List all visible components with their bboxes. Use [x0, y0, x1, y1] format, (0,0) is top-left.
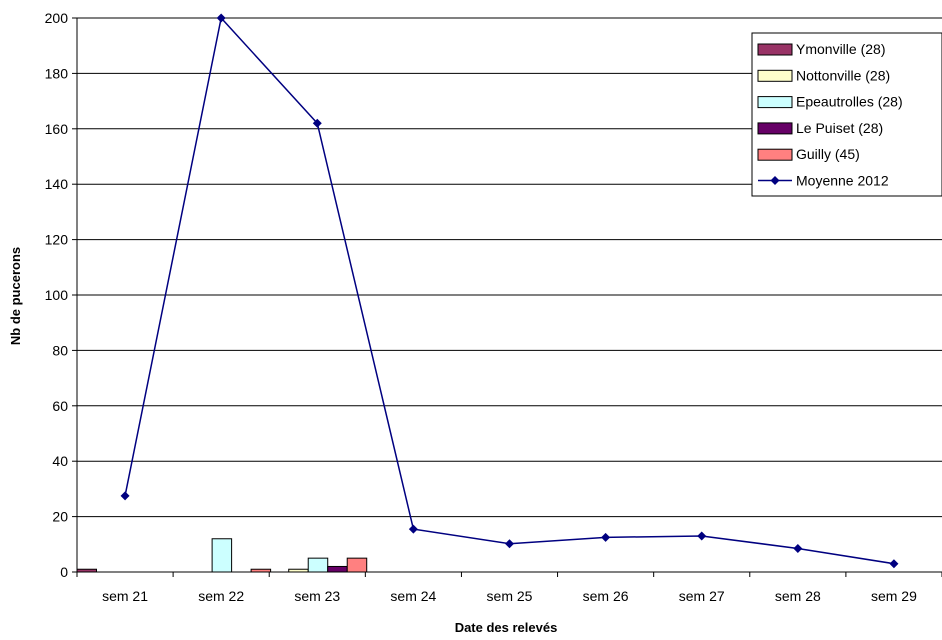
- x-tick-label: sem 22: [198, 588, 244, 604]
- legend-box: [751, 32, 942, 197]
- y-tick-label: 120: [45, 232, 69, 248]
- bar: [211, 538, 233, 573]
- data-point-marker: [216, 13, 226, 23]
- y-tick-label: 20: [52, 509, 68, 525]
- tick-labels: 0 20 40 60 80 100 120 140 160 180 200 sem 21 sem 22 s…: [45, 10, 917, 604]
- legend: Ymonville (28) Nottonville (28) Epeautroll…: [751, 32, 942, 197]
- x-tick-label: sem 21: [102, 588, 148, 604]
- y-tick-label: 0: [60, 564, 68, 580]
- y-tick-label: 160: [45, 121, 69, 137]
- gridlines: [77, 17, 942, 518]
- data-point-marker: [312, 118, 322, 128]
- bar: [346, 557, 368, 573]
- average-line: [120, 13, 899, 569]
- legend-label: Le Puiset (28): [796, 120, 883, 136]
- y-tick-label: 40: [52, 453, 68, 469]
- x-tick-label: sem 29: [871, 588, 917, 604]
- legend-swatch: [757, 148, 793, 161]
- legend-swatch: [757, 69, 793, 82]
- bar: [327, 565, 348, 573]
- data-point-marker: [889, 559, 899, 569]
- legend-swatch: [757, 122, 793, 135]
- x-tick-label: sem 23: [294, 588, 340, 604]
- x-axis-title: Date des relevés: [455, 620, 558, 635]
- data-point-marker: [793, 543, 803, 553]
- y-tick-label: 180: [45, 65, 69, 81]
- legend-label: Moyenne 2012: [796, 173, 889, 189]
- y-tick-label: 80: [52, 342, 68, 358]
- legend-label: Nottonville (28): [796, 67, 890, 83]
- data-point-marker: [120, 491, 130, 501]
- x-tick-label: sem 26: [583, 588, 629, 604]
- data-point-marker: [601, 532, 611, 542]
- x-tick-label: sem 28: [775, 588, 821, 604]
- data-point-marker: [505, 539, 514, 549]
- y-axis-title: Nb de pucerons: [8, 247, 23, 345]
- x-tick-label: sem 27: [679, 588, 725, 604]
- legend-swatch: [757, 43, 793, 56]
- legend-label: Epeautrolles (28): [796, 94, 903, 110]
- x-tick-label: sem 24: [390, 588, 436, 604]
- legend-swatch: [757, 96, 793, 109]
- legend-label: Guilly (45): [796, 146, 860, 162]
- x-tick-label: sem 25: [487, 588, 533, 604]
- axes: [72, 17, 942, 577]
- legend-label: Ymonville (28): [796, 41, 885, 57]
- y-tick-label: 200: [45, 10, 69, 26]
- y-tick-label: 60: [52, 398, 68, 414]
- bar: [307, 557, 329, 573]
- data-point-marker: [408, 524, 418, 534]
- y-tick-label: 140: [45, 176, 69, 192]
- legend-marker: [770, 176, 780, 185]
- y-tick-label: 100: [45, 287, 69, 303]
- data-point-marker: [697, 531, 707, 541]
- bars: [76, 538, 368, 573]
